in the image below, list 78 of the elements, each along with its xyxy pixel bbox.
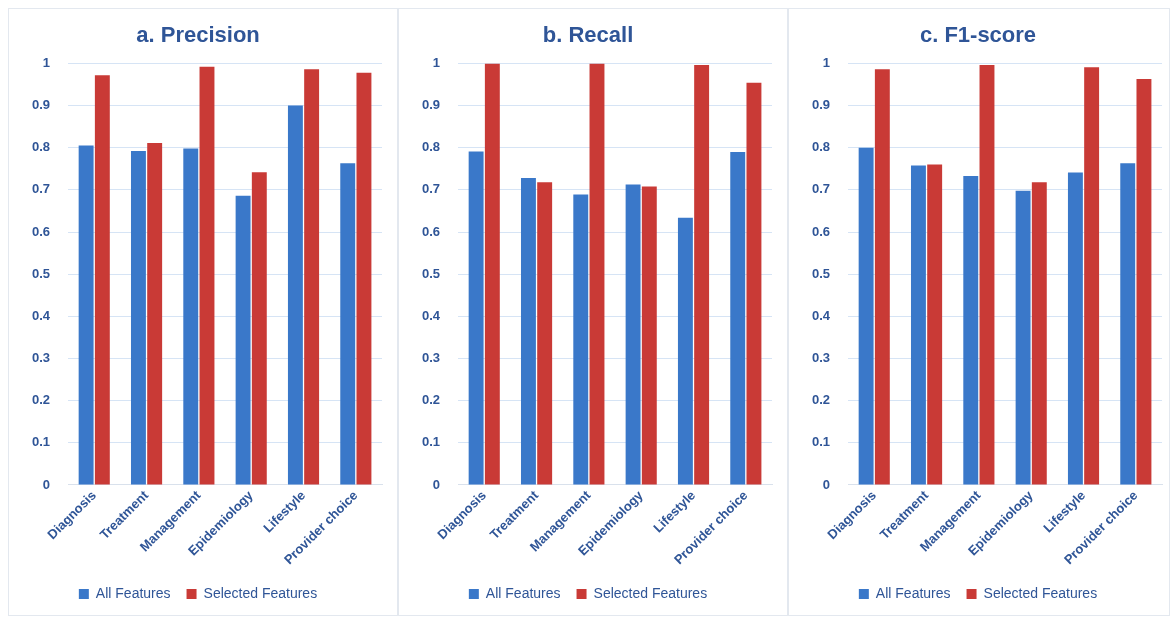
y-tick-label: 0.5 xyxy=(811,265,831,281)
bar xyxy=(1031,182,1047,485)
y-tick-label: 0.7 xyxy=(31,181,51,197)
bar xyxy=(677,217,693,485)
bar xyxy=(641,186,657,485)
bar xyxy=(963,175,979,485)
y-tick-label: 0.2 xyxy=(421,392,441,408)
y-tick-label: 1 xyxy=(822,54,831,70)
y-tick-label: 0.5 xyxy=(421,265,441,281)
y-tick-label: 0.8 xyxy=(811,139,831,155)
y-tick-label: 0.6 xyxy=(421,223,441,239)
bar xyxy=(1084,67,1100,485)
y-tick-label: 0.2 xyxy=(811,392,831,408)
bar xyxy=(694,65,710,485)
y-tick-label: 1 xyxy=(42,54,51,70)
bar xyxy=(287,105,303,485)
bar xyxy=(1136,79,1152,485)
bar xyxy=(1067,172,1083,485)
legend-label: Selected Features xyxy=(983,584,1098,601)
y-tick-label: 0.8 xyxy=(421,139,441,155)
bar xyxy=(147,143,163,485)
bar xyxy=(484,63,500,485)
y-tick-label: 0 xyxy=(432,476,441,492)
bar xyxy=(520,178,536,485)
legend-label: All Features xyxy=(485,584,561,601)
bar xyxy=(304,69,320,485)
y-tick-label: 0.3 xyxy=(811,350,831,366)
y-tick-label: 0.9 xyxy=(811,97,831,113)
y-tick-label: 0.2 xyxy=(31,392,51,408)
bar xyxy=(589,63,605,485)
y-tick-label: 0.1 xyxy=(31,434,51,450)
bar xyxy=(874,69,890,485)
y-tick-label: 0.6 xyxy=(31,223,51,239)
y-tick-label: 0.1 xyxy=(421,434,441,450)
bar xyxy=(183,148,199,485)
bar xyxy=(468,151,484,485)
chart-title: b. Recall xyxy=(542,22,634,48)
legend-label: Selected Features xyxy=(593,584,708,601)
bar xyxy=(251,172,267,485)
bar xyxy=(356,72,372,485)
legend-label: Selected Features xyxy=(203,584,318,601)
bar xyxy=(573,194,589,485)
bar xyxy=(1015,190,1031,485)
bar xyxy=(858,147,874,485)
y-tick-label: 1 xyxy=(432,54,441,70)
bar xyxy=(910,165,926,485)
y-tick-label: 0.7 xyxy=(811,181,831,197)
y-tick-label: 0.9 xyxy=(421,97,441,113)
y-tick-label: 0.7 xyxy=(421,181,441,197)
bar xyxy=(979,65,995,485)
legend-label: All Features xyxy=(95,584,171,601)
bar xyxy=(1120,163,1136,485)
bar xyxy=(927,164,943,485)
bar xyxy=(746,82,762,485)
y-tick-label: 0.4 xyxy=(811,307,831,323)
y-tick-label: 0.3 xyxy=(31,350,51,366)
bar xyxy=(94,75,110,485)
bar xyxy=(625,184,641,485)
bar xyxy=(199,66,215,485)
y-tick-label: 0.4 xyxy=(421,307,441,323)
bar xyxy=(537,182,553,485)
y-tick-label: 0.5 xyxy=(31,265,51,281)
bar xyxy=(730,151,746,485)
bar xyxy=(340,163,356,485)
y-tick-label: 0.1 xyxy=(811,434,831,450)
y-tick-label: 0.4 xyxy=(31,307,51,323)
y-tick-label: 0.8 xyxy=(31,139,51,155)
bar xyxy=(78,145,94,485)
y-tick-label: 0.6 xyxy=(811,223,831,239)
bar xyxy=(130,151,146,485)
chart-title: a. Precision xyxy=(136,22,260,48)
y-tick-label: 0.3 xyxy=(421,350,441,366)
y-tick-label: 0 xyxy=(42,476,51,492)
chart-title: c. F1-score xyxy=(919,22,1037,48)
y-tick-label: 0 xyxy=(822,476,831,492)
legend-label: All Features xyxy=(875,584,951,601)
bar xyxy=(235,195,251,485)
y-tick-label: 0.9 xyxy=(31,97,51,113)
